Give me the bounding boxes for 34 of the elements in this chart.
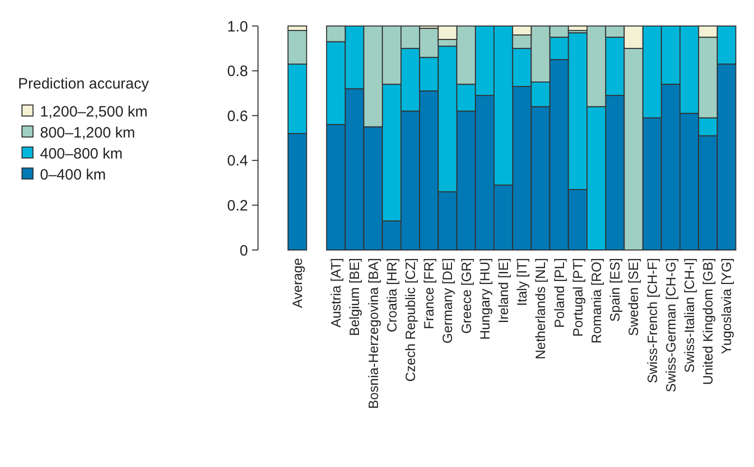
x-tick-label: Sweden [SE]	[626, 258, 642, 336]
y-tick-label: 0.4	[227, 152, 248, 170]
x-tick-label: Swiss-Italian [CH-I]	[682, 258, 698, 373]
x-tick-label: Bosnia-Herzegovina [BA]	[366, 258, 381, 409]
x-tick-label: Spain [ES]	[608, 258, 623, 322]
x-tick-label: Croatia [HR]	[384, 258, 400, 332]
x-tick-label: Yugoslavia [YG]	[719, 258, 734, 354]
x-tick-label: Swiss-French [CH-F]	[644, 258, 660, 384]
legend-title: Prediction accuracy	[18, 75, 150, 92]
y-tick-label: 0.6	[227, 108, 248, 125]
y-tick-label: 0.8	[227, 63, 248, 80]
x-tick-label: Ireland [IE]	[496, 258, 512, 324]
x-tick-label: Hungary [HU]	[477, 258, 492, 340]
x-tick-label: Greece [GR]	[458, 258, 474, 334]
x-tick-label: Belgium [BE]	[347, 258, 362, 336]
x-tick-label: Average	[290, 258, 306, 308]
x-tick-label: Czech Republic [CZ]	[403, 258, 418, 382]
x-tick-label: Romania [RO]	[589, 258, 604, 344]
y-tick-label: 1.0	[227, 18, 248, 36]
x-tick-label: Austria [AT]	[328, 258, 344, 328]
y-tick-label: 0	[240, 242, 248, 260]
x-tick-label: Portugal [PT]	[570, 258, 586, 337]
x-tick-label: Netherlands [NL]	[533, 258, 548, 360]
legend-label: 1,200–2,500 km	[40, 103, 148, 120]
x-tick-label: United Kingdom [GB]	[700, 258, 716, 385]
x-tick-label: Swiss-German [CH-G]	[663, 258, 678, 392]
x-tick-label: France [FR]	[422, 258, 437, 330]
x-tick-label: Italy [IT]	[514, 258, 530, 306]
legend-label: 0–400 km	[40, 166, 106, 184]
x-tick-label: Germany [DE]	[440, 258, 456, 344]
y-tick-label: 0.2	[227, 197, 248, 214]
legend-label: 800–1,200 km	[40, 124, 136, 142]
x-tick-label: Poland [PL]	[552, 258, 567, 328]
legend-label: 400–800 km	[40, 145, 123, 162]
